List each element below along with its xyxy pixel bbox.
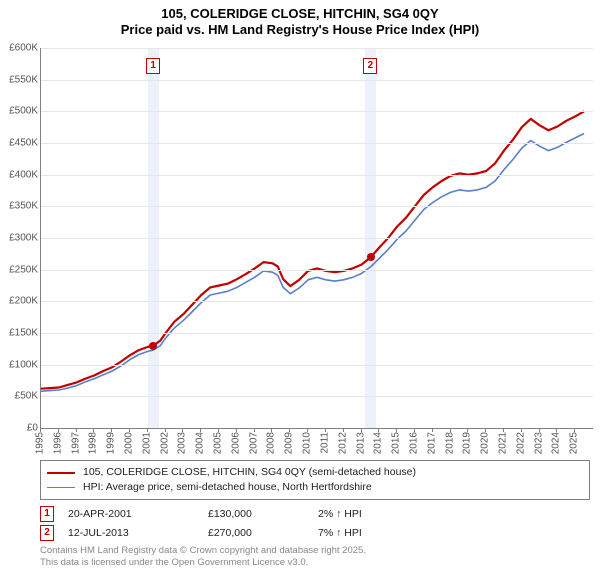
gridline-h — [41, 396, 593, 397]
x-tick-label: 1997 — [70, 432, 81, 454]
sale-point-dot — [367, 253, 375, 261]
y-tick-label: £100K — [2, 359, 38, 370]
x-tick-label: 2014 — [373, 432, 384, 454]
legend-swatch — [47, 487, 75, 488]
sales-table: 1 20-APR-2001£130,0002% ↑ HPI 2 12-JUL-2013… — [40, 506, 590, 541]
x-tick-label: 2022 — [515, 432, 526, 454]
sale-point-dot — [149, 342, 157, 350]
footnote: Contains HM Land Registry data © Crown c… — [40, 545, 590, 569]
footnote-line-2: This data is licensed under the Open Gov… — [40, 557, 308, 568]
sales-row: 1 20-APR-2001£130,0002% ↑ HPI — [40, 506, 590, 522]
x-tick-label: 2010 — [302, 432, 313, 454]
x-tick-label: 2017 — [426, 432, 437, 454]
gridline-h — [41, 270, 593, 271]
gridline-h — [41, 301, 593, 302]
x-tick-label: 1998 — [88, 432, 99, 454]
x-tick-label: 2016 — [408, 432, 419, 454]
y-tick-label: £50K — [2, 391, 38, 402]
y-tick-label: £250K — [2, 264, 38, 275]
x-tick-label: 2012 — [337, 432, 348, 454]
legend-row: HPI: Average price, semi-detached house,… — [47, 480, 583, 495]
x-tick-label: 2025 — [569, 432, 580, 454]
x-tick-label: 2003 — [177, 432, 188, 454]
y-tick-label: £300K — [2, 233, 38, 244]
y-tick-label: £550K — [2, 74, 38, 85]
x-tick-label: 2008 — [266, 432, 277, 454]
x-tick-label: 2009 — [284, 432, 295, 454]
sale-marker-ref: 1 — [40, 506, 54, 522]
y-tick-label: £600K — [2, 43, 38, 54]
legend-and-footer: 105, COLERIDGE CLOSE, HITCHIN, SG4 0QY (… — [40, 460, 590, 569]
x-tick-label: 1995 — [35, 432, 46, 454]
x-tick-label: 2006 — [230, 432, 241, 454]
y-tick-label: £450K — [2, 138, 38, 149]
x-tick-label: 2018 — [444, 432, 455, 454]
sale-marker-ref: 2 — [40, 525, 54, 541]
gridline-h — [41, 206, 593, 207]
gridline-h — [41, 143, 593, 144]
x-tick-label: 2002 — [159, 432, 170, 454]
gridline-h — [41, 175, 593, 176]
gridline-h — [41, 111, 593, 112]
y-tick-label: £200K — [2, 296, 38, 307]
legend-box: 105, COLERIDGE CLOSE, HITCHIN, SG4 0QY (… — [40, 460, 590, 500]
gridline-h — [41, 80, 593, 81]
sale-marker: 2 — [363, 58, 377, 74]
x-tick-label: 2023 — [533, 432, 544, 454]
sale-price: £270,000 — [208, 527, 318, 539]
x-tick-label: 2001 — [141, 432, 152, 454]
x-tick-label: 2019 — [462, 432, 473, 454]
x-tick-label: 2021 — [497, 432, 508, 454]
legend-label: 105, COLERIDGE CLOSE, HITCHIN, SG4 0QY (… — [83, 465, 416, 480]
legend-row: 105, COLERIDGE CLOSE, HITCHIN, SG4 0QY (… — [47, 465, 583, 480]
y-tick-label: £500K — [2, 106, 38, 117]
line-series — [41, 134, 584, 392]
footnote-line-1: Contains HM Land Registry data © Crown c… — [40, 545, 366, 556]
x-tick-label: 2024 — [551, 432, 562, 454]
x-tick-label: 2020 — [480, 432, 491, 454]
gridline-h — [41, 333, 593, 334]
y-tick-label: £400K — [2, 169, 38, 180]
chart-container: 105, COLERIDGE CLOSE, HITCHIN, SG4 0QY P… — [0, 0, 600, 560]
y-tick-label: £350K — [2, 201, 38, 212]
legend-swatch — [47, 472, 75, 474]
title-line-1: 105, COLERIDGE CLOSE, HITCHIN, SG4 0QY — [0, 6, 600, 22]
sale-price: £130,000 — [208, 508, 318, 520]
x-tick-label: 2004 — [195, 432, 206, 454]
gridline-h — [41, 48, 593, 49]
y-tick-label: £150K — [2, 328, 38, 339]
gridline-h — [41, 365, 593, 366]
sale-delta: 7% ↑ HPI — [318, 527, 428, 539]
legend-label: HPI: Average price, semi-detached house,… — [83, 480, 372, 495]
x-tick-label: 1996 — [52, 432, 63, 454]
x-tick-label: 2007 — [248, 432, 259, 454]
title-block: 105, COLERIDGE CLOSE, HITCHIN, SG4 0QY P… — [0, 0, 600, 39]
x-tick-label: 2000 — [124, 432, 135, 454]
sale-date: 20-APR-2001 — [68, 508, 208, 520]
y-tick-label: £0 — [2, 423, 38, 434]
x-tick-label: 2005 — [213, 432, 224, 454]
line-series — [41, 111, 584, 388]
gridline-h — [41, 238, 593, 239]
plot-area: 12 — [40, 48, 593, 429]
x-tick-label: 2013 — [355, 432, 366, 454]
x-tick-label: 2015 — [391, 432, 402, 454]
title-line-2: Price paid vs. HM Land Registry's House … — [0, 22, 600, 38]
x-tick-label: 1999 — [106, 432, 117, 454]
sale-delta: 2% ↑ HPI — [318, 508, 428, 520]
x-tick-label: 2011 — [319, 432, 330, 454]
sales-row: 2 12-JUL-2013£270,0007% ↑ HPI — [40, 525, 590, 541]
sale-marker: 1 — [146, 58, 160, 74]
sale-date: 12-JUL-2013 — [68, 527, 208, 539]
